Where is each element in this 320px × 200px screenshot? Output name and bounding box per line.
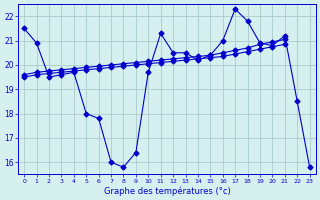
X-axis label: Graphe des températures (°c): Graphe des températures (°c) [104,186,230,196]
